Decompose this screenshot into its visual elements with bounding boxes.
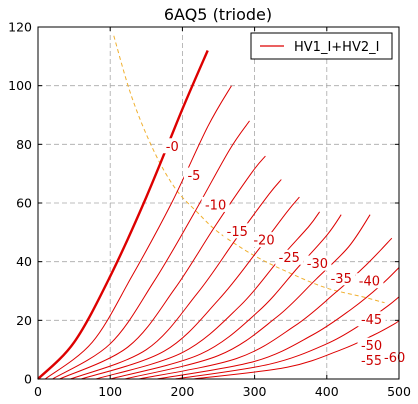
curve-label: -35 [331, 272, 352, 287]
curve-label-bg [355, 273, 384, 289]
curve-label-bg [357, 337, 386, 353]
curve-label: -15 [227, 225, 248, 240]
x-tick-label: 100 [98, 384, 122, 399]
plate-curve [37, 50, 209, 380]
y-tick-label: 40 [16, 254, 32, 269]
curve-labels: -0 -5 -10-15 -20 -25 -30-35 -40 -45 -50-55 -60 [162, 138, 409, 369]
legend: HV1_I+HV2_I [250, 32, 393, 60]
plate-curve [52, 120, 250, 380]
plate-curve [44, 85, 232, 380]
y-tick-label: 20 [16, 313, 32, 328]
curve-label-bg [223, 223, 252, 239]
curve-label: -5 [187, 169, 200, 184]
curve-label: -30 [307, 257, 328, 272]
curve-label-bg [275, 249, 304, 265]
plate-curve [81, 196, 300, 380]
curve-label-bg [201, 196, 230, 212]
plate-curve [175, 296, 400, 380]
y-tick-label: 120 [8, 20, 32, 35]
curve-label: -50 [361, 339, 382, 354]
x-tick-label: 200 [170, 384, 194, 399]
plate-curve [59, 155, 266, 380]
x-tick-label: 500 [387, 384, 411, 399]
curve-label: -55 [361, 354, 382, 369]
x-tick-label: 0 [34, 384, 42, 399]
curve-label: -40 [359, 275, 380, 290]
y-tick-label: 0 [24, 372, 32, 387]
plate-curve [110, 214, 342, 380]
curve-label: -60 [384, 351, 405, 366]
curve-label-bg [357, 352, 386, 368]
curve-label: -25 [279, 251, 300, 266]
y-tick-label: 60 [16, 196, 32, 211]
y-tick-label: 80 [16, 137, 32, 152]
axis-ticks: 0 100 200 300 400 500 0 20 40 60 80 100 120 [8, 20, 411, 400]
max-dissipation-curve [113, 35, 385, 304]
curve-label: -45 [361, 313, 382, 328]
y-tick-label: 100 [8, 78, 32, 93]
curve-label-bg [357, 311, 386, 327]
plate-curve [70, 179, 282, 380]
plate-curve [124, 214, 371, 380]
x-tick-label: 300 [243, 384, 267, 399]
curve-label-bg [249, 232, 278, 248]
legend-entry: HV1_I+HV2_I [294, 40, 379, 55]
chart-title: 6AQ5 (triode) [164, 5, 272, 24]
plate-curve [95, 211, 321, 380]
curve-label-bg [380, 349, 409, 365]
curve-label: -0 [166, 140, 179, 155]
plate-curves [37, 50, 400, 380]
plate-curve [138, 237, 393, 380]
curve-label-bg [303, 255, 332, 271]
x-tick-label: 400 [315, 384, 339, 399]
max-dissipation-line [113, 35, 385, 304]
plate-curve [193, 319, 400, 380]
curve-label: -10 [205, 198, 226, 213]
curve-label-bg [183, 167, 204, 183]
curve-label-bg [327, 270, 356, 286]
curve-label-bg [162, 138, 183, 154]
curve-label: -20 [253, 234, 274, 249]
